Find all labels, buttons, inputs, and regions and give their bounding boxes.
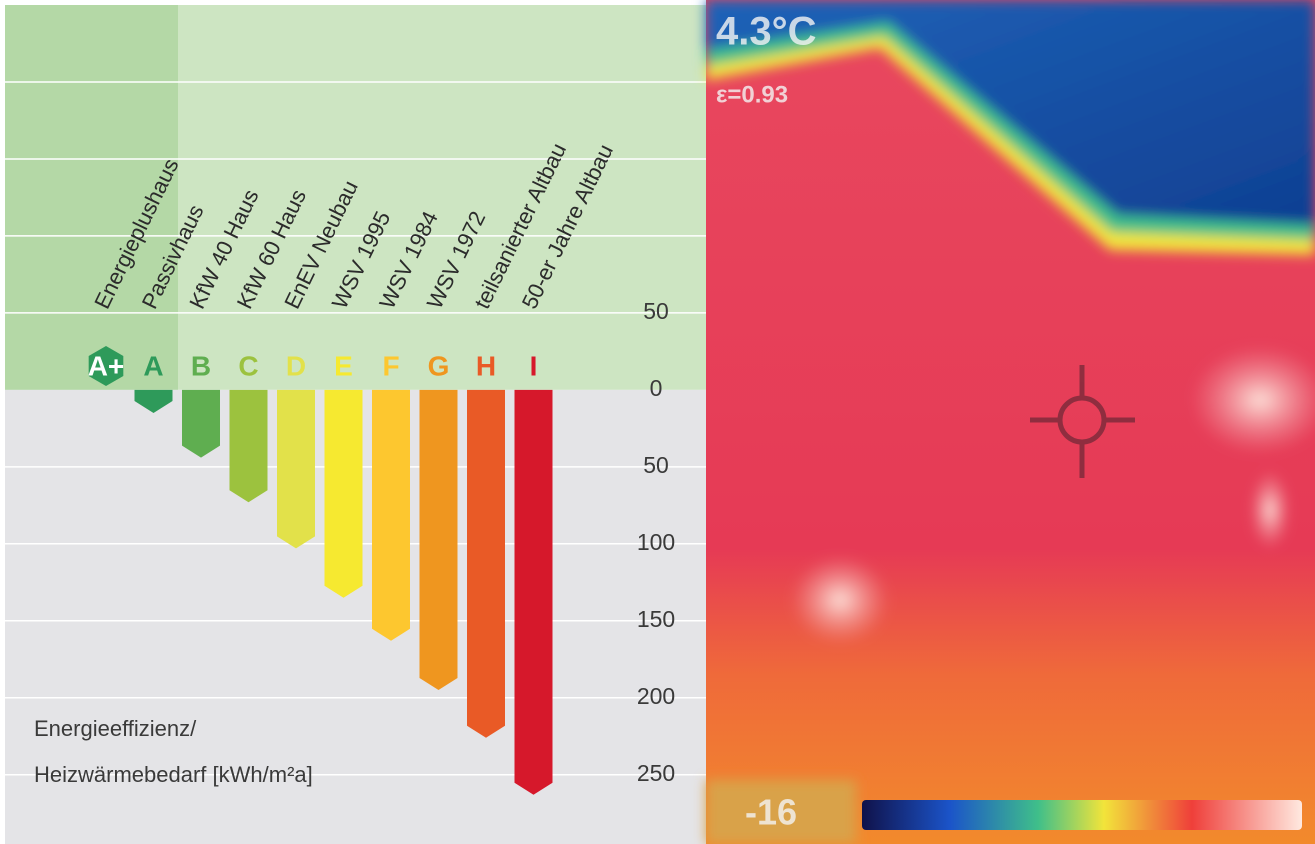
emissivity: ε=0.93	[716, 81, 788, 108]
y-tick-label: 0	[650, 375, 663, 401]
scale-min: -16	[745, 792, 797, 833]
class-letter: B	[191, 350, 211, 381]
bar	[420, 390, 458, 690]
y-tick-label: 150	[637, 606, 675, 632]
temperature: 4.3°C	[716, 10, 817, 54]
y-tick-label: 50	[643, 298, 669, 324]
class-letter: E	[334, 350, 353, 381]
y-tick-label: 250	[637, 760, 675, 786]
bar	[277, 390, 315, 549]
color-bar	[862, 800, 1302, 830]
bar	[230, 390, 268, 502]
bar	[467, 390, 505, 738]
class-letter: I	[530, 350, 538, 381]
y-tick-label: 50	[643, 452, 669, 478]
bar	[182, 390, 220, 458]
class-letter: A+	[88, 350, 125, 381]
thermal-image: 4.3°C ε=0.93 -16	[706, 0, 1315, 844]
class-letter: A	[143, 350, 163, 381]
chart-area: 50050100150200250A+EnergieplushausAPassi…	[5, 5, 706, 844]
class-letter: C	[238, 350, 258, 381]
class-letter: G	[428, 350, 450, 381]
class-letter: H	[476, 350, 496, 381]
bar	[372, 390, 410, 641]
chart: 50050100150200250A+EnergieplushausAPassi…	[0, 0, 1315, 844]
bar	[515, 390, 553, 795]
bar	[325, 390, 363, 598]
axis-label: Heizwärmebedarf [kWh/m²a]	[34, 762, 313, 787]
class-letter: D	[286, 350, 306, 381]
axis-label: Energieeffizienz/	[34, 716, 197, 741]
y-tick-label: 200	[637, 683, 675, 709]
class-letter: F	[382, 350, 399, 381]
y-tick-label: 100	[637, 529, 675, 555]
